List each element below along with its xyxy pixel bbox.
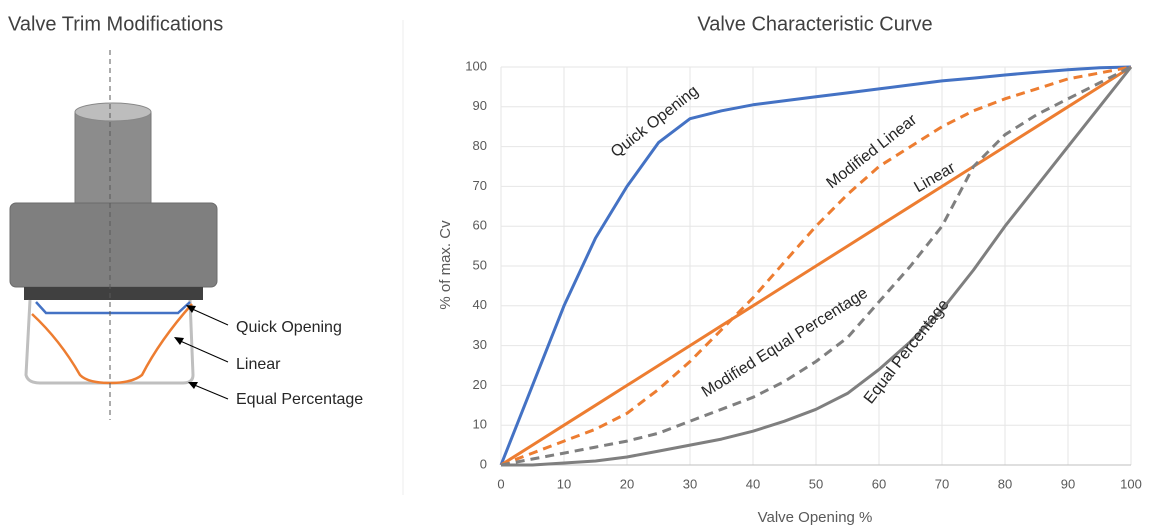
y-tick-label: 0 bbox=[480, 456, 487, 471]
linear-trim bbox=[32, 304, 192, 383]
x-tick-label: 0 bbox=[497, 476, 504, 491]
x-tick-label: 50 bbox=[809, 476, 823, 491]
arrow bbox=[178, 340, 228, 362]
y-tick-label: 50 bbox=[473, 257, 487, 272]
x-tick-label: 20 bbox=[620, 476, 634, 491]
x-tick-label: 80 bbox=[998, 476, 1012, 491]
y-tick-label: 80 bbox=[473, 138, 487, 153]
stem-top bbox=[75, 103, 151, 121]
chart-title: Valve Characteristic Curve bbox=[697, 13, 932, 35]
x-tick-label: 40 bbox=[746, 476, 760, 491]
figure: Valve Trim Modifications Quick Opening L… bbox=[0, 0, 1149, 532]
y-tick-label: 20 bbox=[473, 377, 487, 392]
arrow bbox=[192, 384, 228, 399]
curve-label: Equal Percentage bbox=[861, 296, 953, 407]
trim-label: Quick Opening bbox=[236, 319, 342, 336]
diagram-title: Valve Trim Modifications bbox=[8, 13, 223, 35]
y-tick-label: 10 bbox=[473, 417, 487, 432]
arrowhead bbox=[174, 337, 184, 345]
arrow bbox=[190, 308, 228, 325]
curve-label: Modified Linear bbox=[823, 111, 920, 192]
x-tick-label: 30 bbox=[683, 476, 697, 491]
x-tick-label: 90 bbox=[1061, 476, 1075, 491]
x-tick-label: 10 bbox=[557, 476, 571, 491]
curve-label: Modified Equal Percentage bbox=[699, 285, 871, 401]
valve-drawing bbox=[10, 50, 228, 420]
y-tick-label: 30 bbox=[473, 337, 487, 352]
x-tick-label: 70 bbox=[935, 476, 949, 491]
trim-label: Linear bbox=[236, 356, 281, 373]
valve-body bbox=[10, 203, 217, 287]
quick-opening-trim bbox=[36, 302, 190, 313]
y-tick-label: 40 bbox=[473, 297, 487, 312]
stem bbox=[75, 112, 151, 207]
y-tick-label: 60 bbox=[473, 218, 487, 233]
trim-label: Equal Percentage bbox=[236, 391, 363, 408]
page: Valve Trim Modifications Quick Opening L… bbox=[0, 0, 1149, 532]
y-tick-label: 100 bbox=[465, 58, 487, 73]
y-tick-label: 90 bbox=[473, 98, 487, 113]
seat-plate bbox=[24, 287, 203, 300]
y-tick-label: 70 bbox=[473, 178, 487, 193]
y-axis-label: % of max. Cv bbox=[437, 220, 454, 310]
x-tick-label: 100 bbox=[1120, 476, 1142, 491]
x-tick-label: 60 bbox=[872, 476, 886, 491]
x-axis-label: Valve Opening % bbox=[758, 509, 873, 526]
